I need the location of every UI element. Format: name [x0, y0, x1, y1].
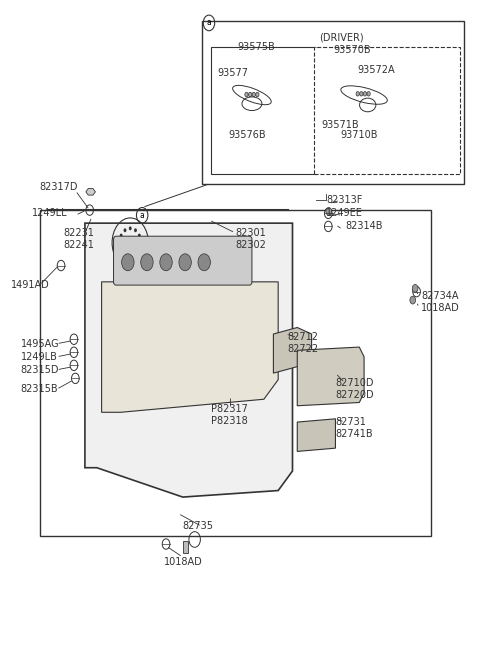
Circle shape: [410, 296, 416, 304]
Circle shape: [326, 208, 332, 215]
Text: 1495AG: 1495AG: [21, 339, 59, 349]
Text: 93572A: 93572A: [357, 65, 395, 75]
Circle shape: [356, 92, 360, 96]
Circle shape: [363, 92, 367, 96]
Circle shape: [118, 241, 121, 245]
Text: 82301: 82301: [235, 228, 266, 238]
Text: 1018AD: 1018AD: [421, 303, 460, 313]
Circle shape: [134, 229, 137, 233]
Circle shape: [198, 253, 210, 271]
Circle shape: [249, 92, 252, 97]
Text: 93570B: 93570B: [333, 45, 371, 55]
Text: P82317: P82317: [211, 404, 248, 414]
Text: 93710B: 93710B: [340, 130, 378, 140]
Text: 82315B: 82315B: [21, 384, 58, 394]
Circle shape: [129, 227, 132, 231]
Text: 82720D: 82720D: [336, 390, 374, 400]
Text: 82302: 82302: [235, 240, 266, 250]
Circle shape: [120, 248, 122, 252]
FancyBboxPatch shape: [202, 21, 464, 184]
FancyBboxPatch shape: [183, 541, 189, 553]
FancyBboxPatch shape: [211, 47, 316, 174]
FancyBboxPatch shape: [314, 47, 459, 174]
Text: P82318: P82318: [211, 416, 248, 426]
PathPatch shape: [85, 223, 292, 497]
Circle shape: [160, 253, 172, 271]
Text: 1249EE: 1249EE: [326, 208, 363, 218]
Text: 82735: 82735: [183, 521, 214, 531]
Text: 93576B: 93576B: [228, 130, 266, 140]
Circle shape: [412, 284, 418, 292]
Text: 82712: 82712: [288, 332, 319, 343]
Text: (DRIVER): (DRIVER): [319, 32, 363, 43]
Circle shape: [138, 248, 141, 252]
Circle shape: [179, 253, 192, 271]
Text: 93571B: 93571B: [321, 121, 359, 130]
Circle shape: [138, 234, 141, 238]
Circle shape: [256, 92, 259, 97]
Circle shape: [123, 229, 126, 233]
Text: 82731: 82731: [336, 417, 366, 427]
Text: 1249LL: 1249LL: [33, 208, 68, 218]
Text: 1491AD: 1491AD: [11, 280, 50, 290]
Circle shape: [129, 255, 132, 259]
FancyBboxPatch shape: [114, 236, 252, 285]
Text: 82313F: 82313F: [326, 195, 362, 205]
Text: 1249LB: 1249LB: [21, 352, 57, 362]
Text: 82741B: 82741B: [336, 429, 373, 439]
Circle shape: [245, 92, 248, 97]
Text: 82241: 82241: [63, 240, 94, 250]
FancyBboxPatch shape: [39, 210, 431, 536]
PathPatch shape: [297, 419, 336, 451]
Circle shape: [134, 253, 137, 257]
Text: a: a: [206, 18, 211, 28]
PathPatch shape: [297, 347, 364, 405]
Text: 82317D: 82317D: [39, 182, 78, 193]
Polygon shape: [86, 189, 96, 195]
PathPatch shape: [102, 282, 278, 412]
Circle shape: [120, 234, 122, 238]
Text: 93575B: 93575B: [238, 42, 276, 52]
Circle shape: [123, 253, 126, 257]
Text: 82314B: 82314B: [345, 221, 383, 231]
Circle shape: [367, 92, 370, 96]
Text: a: a: [140, 211, 144, 220]
Text: 82722: 82722: [288, 344, 319, 354]
Circle shape: [141, 253, 153, 271]
Text: 82231: 82231: [63, 228, 94, 238]
Circle shape: [139, 241, 142, 245]
Text: 82734A: 82734A: [421, 291, 459, 301]
Text: 82315D: 82315D: [21, 365, 59, 375]
Circle shape: [360, 92, 363, 96]
Circle shape: [121, 253, 134, 271]
PathPatch shape: [274, 328, 312, 373]
Circle shape: [252, 92, 255, 97]
Text: 82710D: 82710D: [336, 378, 374, 388]
Text: 93577: 93577: [217, 68, 248, 78]
Text: 1018AD: 1018AD: [164, 557, 203, 567]
